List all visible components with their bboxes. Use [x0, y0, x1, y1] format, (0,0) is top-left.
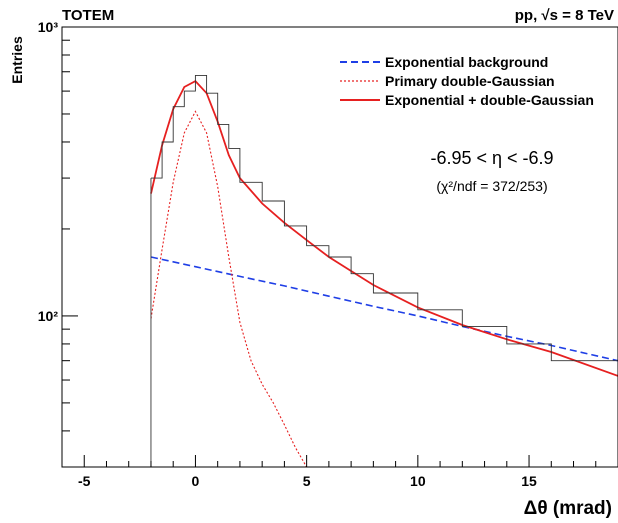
background-curve — [150, 256, 618, 362]
eta-range-annotation: -6.95 < η < -6.9 — [430, 148, 553, 168]
axis-ticks: -5 0 5 10 15 10² 10³ — [38, 19, 618, 489]
legend-label-primary: Primary double-Gaussian — [385, 73, 555, 89]
primary-gaussian-curve — [150, 110, 308, 468]
y-axis-label: Entries — [9, 36, 25, 84]
energy-label: pp, √s = 8 TeV — [515, 7, 614, 24]
legend-label-total: Exponential + double-Gaussian — [385, 92, 594, 108]
x-tick-label: 0 — [192, 473, 200, 489]
y-tick-label: 10² — [38, 308, 59, 324]
y-tick-label: 10³ — [38, 19, 59, 35]
plot-area — [150, 74, 618, 468]
experiment-label: TOTEM — [62, 7, 114, 24]
x-tick-label: 10 — [410, 473, 426, 489]
chi2-annotation: (χ²/ndf = 372/253) — [436, 178, 547, 194]
legend: Exponential background Primary double-Ga… — [340, 54, 594, 108]
data-histogram — [151, 74, 618, 380]
x-axis-label: Δθ (mrad) — [524, 498, 612, 519]
total-fit-curve — [150, 79, 618, 377]
x-tick-label: -5 — [78, 473, 91, 489]
x-tick-label: 5 — [303, 473, 311, 489]
legend-label-background: Exponential background — [385, 54, 548, 70]
x-tick-label: 15 — [521, 473, 537, 489]
plot-frame — [61, 26, 618, 468]
